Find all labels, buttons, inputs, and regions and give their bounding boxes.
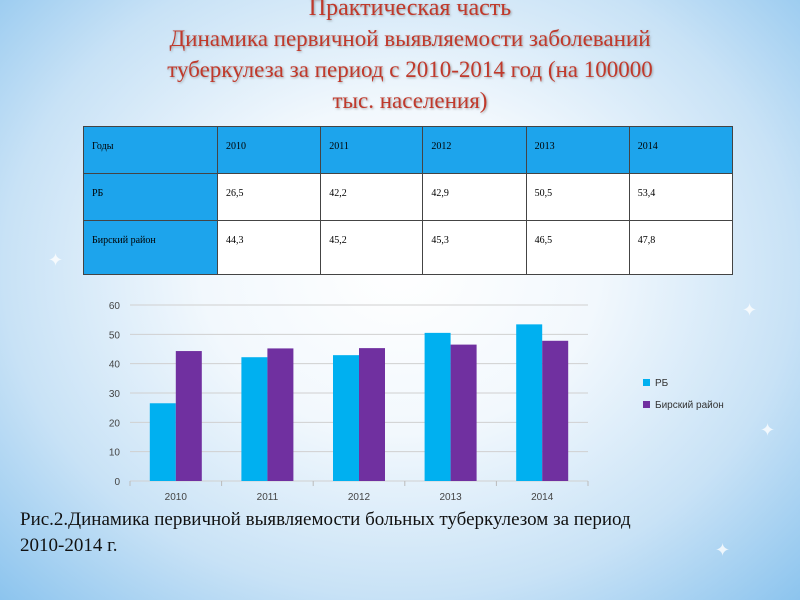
y-tick-label: 20 (109, 418, 121, 429)
y-tick-label: 30 (109, 389, 121, 400)
y-tick-label: 10 (109, 448, 121, 459)
title-line-3: туберкулеза за период с 2010-2014 год (н… (167, 57, 653, 82)
sparkle-decoration: ✦ (760, 420, 776, 440)
table-cell: 53,4 (628, 173, 734, 221)
table-row-label: Бирский район (83, 220, 218, 275)
slide-title: Практическая часть Динамика первичной вы… (90, 0, 730, 115)
legend-swatch (643, 401, 650, 408)
table-header-cell: Годы (83, 126, 218, 174)
y-tick-label: 40 (109, 360, 121, 371)
title-line-2: Динамика первичной выявляемости заболева… (169, 26, 651, 51)
bar-birsk-2011 (267, 348, 294, 481)
legend-label: Бирский район (655, 400, 724, 411)
table-header-cell: 2013 (525, 126, 630, 174)
table-cell: 42,9 (422, 173, 527, 221)
bar-rb-2011 (241, 357, 268, 481)
table-cell: 26,5 (216, 173, 322, 221)
bar-rb-2010 (149, 403, 176, 481)
x-tick-label: 2013 (439, 492, 462, 503)
y-tick-label: 0 (114, 477, 120, 488)
table-header-cell: 2014 (628, 126, 734, 174)
table-cell: 42,2 (320, 173, 424, 221)
x-tick-label: 2014 (531, 492, 554, 503)
x-tick-label: 2011 (257, 492, 279, 503)
caption-line-1: Рис.2.Динамика первичной выявляемости бо… (20, 509, 631, 530)
bar-birsk-2012 (359, 348, 385, 481)
bar-chart: 0 10 20 30 40 50 60 2010 2011 2012 2013 2014 РБ Бирск… (95, 296, 735, 512)
y-tick-label: 50 (109, 330, 121, 341)
x-tick-label: 2010 (165, 492, 188, 503)
data-table: Годы 2010 2011 2012 2013 2014 РБ 26,5 42… (83, 126, 734, 275)
chart-svg: 0 10 20 30 40 50 60 2010 2011 2012 2013 2014 РБ Бирск… (109, 301, 724, 503)
table-header-row: Годы 2010 2011 2012 2013 2014 (83, 126, 734, 174)
y-tick-label: 60 (109, 301, 121, 312)
sparkle-decoration: ✦ (48, 250, 64, 270)
sparkle-decoration: ✦ (715, 540, 731, 560)
bar-rb-2014 (516, 324, 543, 481)
legend-label: РБ (655, 378, 669, 389)
table-row: Бирский район 44,3 45,2 45,3 46,5 47,8 (83, 220, 734, 275)
table-row: РБ 26,5 42,2 42,9 50,5 53,4 (83, 173, 734, 221)
table-cell: 45,3 (422, 220, 527, 275)
bar-rb-2012 (333, 355, 359, 481)
caption-line-2: 2010-2014 г. (20, 535, 118, 556)
bar-birsk-2013 (450, 344, 477, 481)
bar-birsk-2014 (542, 340, 569, 481)
table-cell: 44,3 (216, 220, 322, 275)
table-header-cell: 2012 (422, 126, 527, 174)
sparkle-decoration: ✦ (742, 300, 758, 320)
table-cell: 50,5 (525, 173, 630, 221)
table-cell: 46,5 (525, 220, 630, 275)
table-cell: 47,8 (628, 220, 734, 275)
table-header-cell: 2010 (216, 126, 322, 174)
title-heading: Практическая часть (308, 0, 512, 21)
figure-caption: Рис.2.Динамика первичной выявляемости бо… (20, 507, 780, 559)
legend-swatch (643, 379, 650, 386)
bar-rb-2013 (424, 332, 451, 481)
table-header-cell: 2011 (320, 126, 424, 174)
table-row-label: РБ (83, 173, 218, 221)
table-cell: 45,2 (320, 220, 424, 275)
bar-birsk-2010 (175, 351, 202, 481)
title-line-4: тыс. населения) (332, 88, 488, 113)
x-tick-label: 2012 (348, 492, 371, 503)
